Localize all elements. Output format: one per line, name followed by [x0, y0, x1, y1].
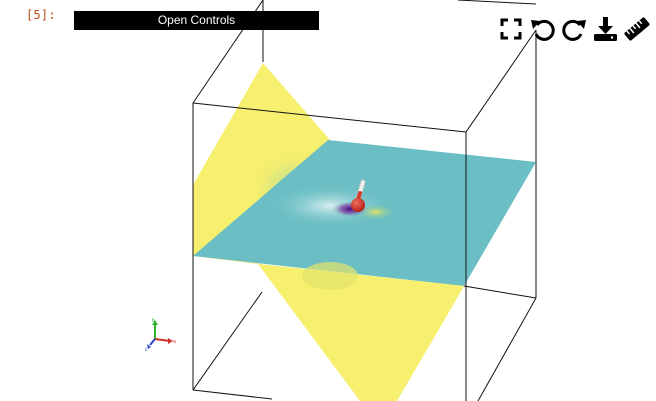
fullscreen-icon[interactable] — [496, 14, 526, 44]
molecule — [351, 179, 366, 212]
bounding-box-front — [192, 102, 537, 401]
axes-orientation-widget: b a c — [141, 316, 181, 352]
redo-icon[interactable] — [559, 14, 589, 44]
viewer-toolbar — [496, 14, 656, 46]
open-controls-button[interactable]: Open Controls — [74, 11, 319, 30]
axis-label-a: a — [173, 339, 176, 345]
cell-prompt: [5]: — [26, 8, 56, 22]
download-icon[interactable] — [590, 14, 620, 44]
undo-icon[interactable] — [528, 14, 558, 44]
axis-label-c: c — [145, 347, 148, 352]
ruler-icon[interactable] — [622, 14, 652, 44]
axis-label-b: b — [152, 318, 155, 324]
